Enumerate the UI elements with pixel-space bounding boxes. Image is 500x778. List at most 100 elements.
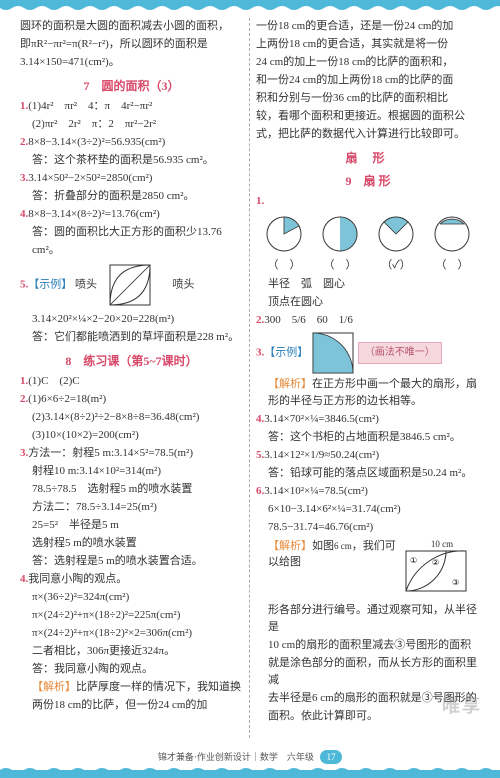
section-7-title: 7 圆的面积（3）	[20, 77, 243, 94]
cont-line: 积和分别与一份36 cm的比萨的面积相比	[256, 90, 480, 107]
circle-item-1: （ ）	[264, 214, 304, 272]
p2-line: (2)3.14×(8÷2)²÷2−8×8÷8=36.48(cm²)	[20, 409, 243, 426]
spray-right-label: 喷头	[173, 278, 195, 290]
r-q4-line: 3.14×70²×¼=3846.5(cm²)	[264, 413, 379, 425]
r-q1: 1.	[256, 193, 480, 210]
circle-item-3: （✓）	[376, 214, 416, 272]
q1: 1.(1)4r² πr² 4：π 4r²−πr²	[20, 98, 243, 115]
leaf-diagram-icon	[100, 260, 170, 310]
p3: 3.方法一：射程5 m:3.14×5²=78.5(m²)	[20, 445, 243, 462]
vertex-line: 顶点在圆心	[256, 294, 480, 311]
cont-line: 较，看哪个面积和更接近。根据圆的面积公	[256, 108, 480, 125]
p4-line: π×(24÷2)²+π×(18÷2)²×2=306π(cm²)	[20, 625, 243, 642]
r-q3: 3.【示例】 （画法不唯一）	[256, 331, 480, 375]
r-q4-line: 答：这个书柜的占地面积是3846.5 cm²。	[256, 429, 480, 446]
q3: 3.3.14×50²−2×50²=2850(cm²)	[20, 170, 243, 187]
q1-line: (1)4r² πr² 4：π 4r²−πr²	[28, 100, 152, 112]
p3-line: 方法二：78.5÷3.14=25(m²)	[20, 499, 243, 516]
q1-line: (2)πr² 2r² π：2 πr²−2r²	[20, 116, 243, 133]
sector-circle-icon	[320, 214, 360, 254]
circles-row: （ ） （ ） （✓） （ ）	[256, 214, 480, 272]
p3-line: 78.5÷78.5 选射程5 m的喷水装置	[20, 481, 243, 498]
q4: 4.8×8−3.14×(8÷2)²=13.76(cm²)	[20, 206, 243, 223]
fan-rect-diagram: 10 cm ① ② ③	[404, 539, 480, 600]
arc-line: 半径 弧 圆心	[256, 276, 480, 293]
r-q2: 2.300 5/6 60 1/6	[256, 312, 480, 329]
diagram-prefix: 如图	[312, 540, 334, 552]
q5: 5.【示例】 喷头 喷头	[20, 260, 243, 310]
q3-line: 3.14×50²−2×50²=2850(cm²)	[28, 172, 152, 184]
cont-line: 和一份24 cm的加上两份18 cm的比萨的面	[256, 72, 480, 89]
sector-circle-icon	[376, 214, 416, 254]
svg-text:③: ③	[452, 578, 459, 587]
p4: 4.我同意小陶的观点。	[20, 571, 243, 588]
r-q6: 6.3.14×10²×¼=78.5(cm²)	[256, 483, 480, 500]
p2-line: (1)6×6÷2=18(m²)	[28, 393, 106, 405]
h-label: 6 cm	[334, 541, 352, 551]
sector-circle-icon	[432, 214, 472, 254]
r-q6-jiexi-line: 10 cm的扇形的面积里减去③号图形的面积	[256, 637, 480, 654]
jiexi-label: 【解析】	[32, 681, 76, 693]
page-footer: 锦才兼备·作业创新设计｜数学 六年级 17	[0, 750, 500, 764]
section-9-title: 9 扇 形	[256, 172, 480, 189]
p3-line: 方法一：射程5 m:3.14×5²=78.5(m²)	[28, 447, 193, 459]
p3-line: 25=5² 半径是5 m	[20, 517, 243, 534]
r-q3-jiexi: 【解析】在正方形中画一个最大的扇形，扇形的半径与正方形的边长相等。	[256, 376, 480, 410]
q5-line: 答：它们都能喷洒到的草坪面积是228 m²。	[20, 329, 243, 346]
q5-line: 3.14×20²×¼×2−20×20=228(m²)	[20, 311, 243, 328]
left-column: 圆环的面积是大圆的面积减去小圆的面积， 即πR²−πr²=π(R²−r²)，所以…	[14, 18, 250, 738]
p3-line: 射程10 m:3.14×10²=314(m²)	[20, 463, 243, 480]
bottom-wave-border	[0, 766, 500, 778]
circle-mark: （ ）	[320, 256, 360, 272]
p4-line: 二者相比，306π更接近324π。	[20, 643, 243, 660]
q2: 2.8×8−3.14×(3÷2)²=56.935(cm²)	[20, 134, 243, 151]
example-label: 【示例】	[264, 346, 308, 358]
r-q6-jiexi-line: 形各部分进行编号。通过观察可知，从半径是	[256, 602, 480, 636]
r-q6-jiexi-line: 去半径是6 cm的扇形的面积就是③号图形的	[256, 690, 480, 707]
p1: 1.(1)C (2)C	[20, 373, 243, 390]
cont-line: 式，把比萨的数据代入计算进行比较即可。	[256, 126, 480, 143]
r-q6-line: 3.14×10²×¼=78.5(cm²)	[264, 485, 368, 497]
top-wave-border	[0, 0, 500, 12]
sector-circle-icon	[264, 214, 304, 254]
r-q6-jiexi-block: 10 cm ① ② ③ 【解析】如图6 cm，我们可以给图	[256, 537, 480, 602]
q3-line: 答：折叠部分的面积是2850 cm²。	[20, 188, 243, 205]
r-q6-line: 6×10−3.14×6²×¼=31.74(cm²)	[256, 501, 480, 518]
spray-left-label: 喷头	[75, 278, 97, 290]
jiexi-label: 【解析】	[268, 540, 312, 552]
circle-mark: （ ）	[264, 256, 304, 272]
svg-text:①: ①	[410, 556, 417, 565]
r-q6-line: 78.5−31.74=46.76(cm²)	[256, 519, 480, 536]
cont-line: 上两份18 cm的更合适，其实就是将一份	[256, 36, 480, 53]
p4-line: 答：我同意小陶的观点。	[20, 661, 243, 678]
p4-line: π×(36÷2)²=324π(cm²)	[20, 589, 243, 606]
jiexi-label: 【解析】	[268, 378, 312, 390]
r-q5-line: 3.14×12²×1/9≈50.24(cm²)	[264, 449, 379, 461]
q2-line: 8×8−3.14×(3÷2)²=56.935(cm²)	[28, 136, 165, 148]
r-q5-line: 答：铅球可能的落点区域面积是50.24 m²。	[256, 465, 480, 482]
r-q6-jiexi-line: 面积。依此计算即可。	[256, 708, 480, 725]
footer-text: 锦才兼备·作业创新设计｜数学 六年级	[158, 752, 314, 762]
circle-item-4: （ ）	[432, 214, 472, 272]
p3-line: 答：选射程是5 m的喷水装置合适。	[20, 553, 243, 570]
p3-line: 选射程5 m的喷水装置	[20, 535, 243, 552]
fan-rect-diagram-icon: ① ② ③	[404, 549, 480, 597]
circle-mark: （ ）	[432, 256, 472, 272]
circle-mark: （✓）	[376, 256, 416, 272]
intro-line: 圆环的面积是大圆的面积减去小圆的面积，	[20, 18, 243, 35]
page-body: 圆环的面积是大圆的面积减去小圆的面积， 即πR²−πr²=π(R²−r²)，所以…	[0, 12, 500, 742]
r-q5: 5.3.14×12²×1/9≈50.24(cm²)	[256, 447, 480, 464]
note-box: （画法不唯一）	[358, 342, 442, 364]
r-q4: 4.3.14×70²×¼=3846.5(cm²)	[256, 411, 480, 428]
q4-line: 答：圆的面积比大正方形的面积少13.76 cm²。	[20, 224, 243, 258]
q2-line: 答：这个茶杯垫的面积是56.935 cm²。	[20, 152, 243, 169]
fan-header: 扇 形	[256, 149, 480, 166]
p1-text: (1)C (2)C	[28, 375, 79, 387]
right-column: 一份18 cm的更合适，还是一份24 cm的加 上两份18 cm的更合适，其实就…	[250, 18, 486, 738]
cont-line: 一份18 cm的更合适，还是一份24 cm的加	[256, 18, 480, 35]
p4-line: π×(24÷2)²+π×(18÷2)²=225π(cm²)	[20, 607, 243, 624]
r-q2-text: 300 5/6 60 1/6	[264, 314, 353, 326]
p2: 2.(1)6×6÷2=18(m²)	[20, 391, 243, 408]
q4-line: 8×8−3.14×(8÷2)²=13.76(cm²)	[28, 208, 160, 220]
square-fan-diagram-icon	[311, 331, 355, 375]
